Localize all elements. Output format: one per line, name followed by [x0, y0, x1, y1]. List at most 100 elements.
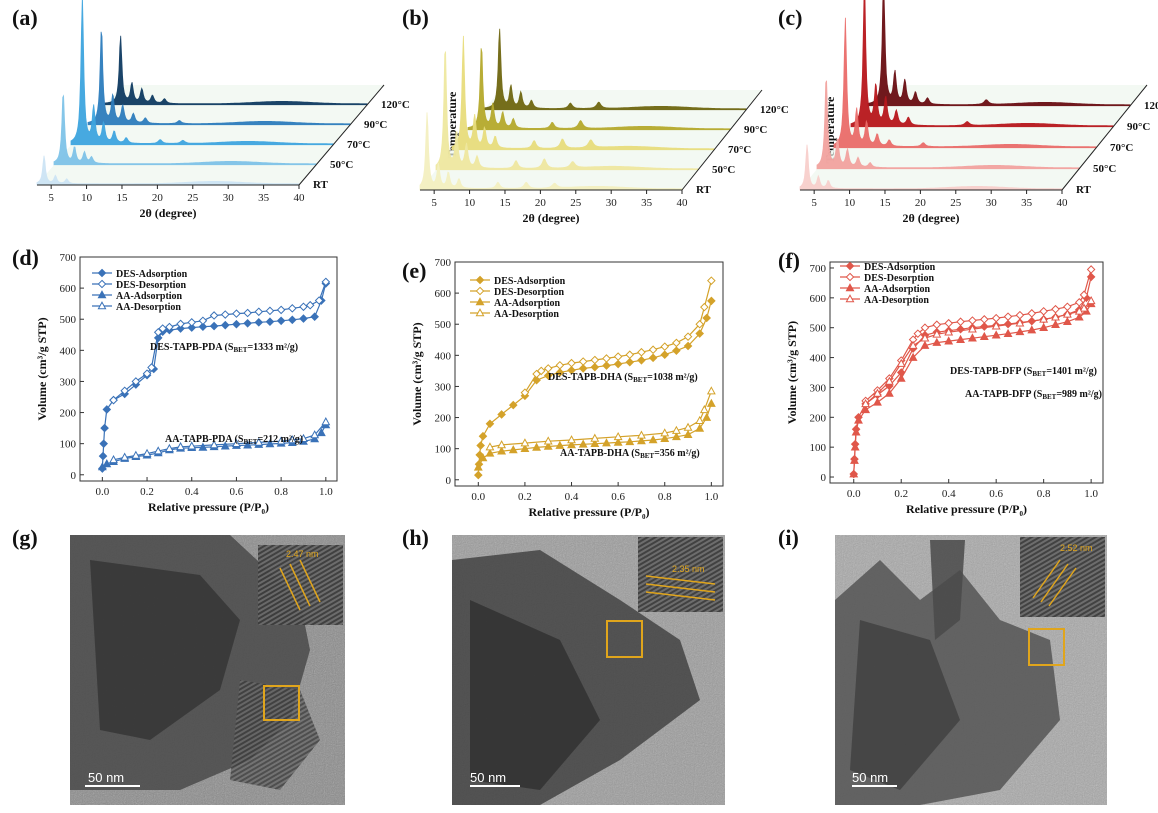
xrd-tick-label: 30: [606, 197, 618, 209]
tem-image-h: 2.35 nm 50 nm: [452, 535, 725, 805]
isotherm-y-label: Volume (cm³/g STP): [410, 322, 424, 425]
xrd-plane: [436, 150, 714, 170]
isotherm-x-tick-label: 0.2: [140, 486, 154, 498]
tem-image-g: 2.47 nm 50 nm: [70, 535, 345, 805]
bet-annotation: DES-TAPB-DFP (SBET=1401 m²/g): [950, 366, 1097, 378]
isotherm-point: [232, 309, 241, 318]
panel-label-h: (h): [402, 525, 429, 550]
xrd-temp-label: 90°C: [1127, 121, 1150, 133]
isotherm-point: [913, 329, 923, 338]
isotherm-point: [475, 297, 485, 306]
isotherm-point: [873, 388, 882, 397]
isotherm-x-label: Relative pressure (P/P0): [906, 502, 1027, 518]
xrd-trace-RT: [419, 112, 683, 191]
xrd-tick-label: 15: [116, 192, 128, 204]
panel-label-g: (g): [12, 525, 38, 550]
isotherm-x-tick-label: 0.8: [658, 491, 672, 503]
isotherm-point: [672, 338, 681, 348]
isotherm-y-tick-label: 500: [60, 314, 77, 326]
isotherm-point: [243, 440, 253, 449]
xrd-tick-label: 30: [986, 197, 998, 209]
isotherm-line-DES-Adsorption: [101, 283, 327, 469]
isotherm-point: [567, 358, 576, 368]
isotherm-point: [707, 296, 716, 306]
isotherm-y-label: Volume (cm³/g STP): [785, 321, 799, 424]
tem-scalebar-h: 50 nm: [470, 770, 506, 785]
isotherm-point: [671, 432, 681, 441]
isotherm-point: [475, 275, 485, 285]
xrd-depth-axis: [298, 84, 385, 186]
bet-annotation: DES-TAPB-DHA (SBET=1038 m²/g): [548, 372, 698, 384]
isotherm-x-tick-label: 1.0: [1084, 488, 1098, 500]
isotherm-x-tick-label: 0.4: [565, 491, 579, 503]
isotherm-point: [567, 440, 576, 449]
bet-annotation: AA-TAPB-PDA (SBET=212 m²/g): [165, 434, 303, 446]
isotherm-point: [209, 440, 219, 449]
xrd-plane: [105, 85, 384, 105]
xrd-tick-label: 35: [641, 197, 653, 209]
isotherm-point: [520, 388, 530, 397]
xrd-trace-120°C: [483, 28, 747, 111]
isotherm-point: [299, 314, 308, 323]
isotherm-x-tick-label: 0.0: [95, 486, 109, 498]
isotherm-point: [979, 331, 989, 340]
xrd-plane: [868, 85, 1147, 106]
legend-label: DES-Adsorption: [864, 262, 936, 273]
xrd-tick-label: 10: [464, 197, 476, 209]
isotherm-point: [232, 319, 241, 329]
panel-label-a: (a): [12, 5, 38, 30]
isotherm-point: [310, 312, 319, 322]
isotherm-point: [164, 443, 174, 452]
legend-label: AA-Desorption: [116, 302, 181, 313]
tem-lattice-label-i: 2.52 nm: [1060, 543, 1093, 553]
isotherm-point: [908, 340, 918, 349]
panel-label-c: (c): [778, 5, 802, 30]
isotherm-point: [131, 450, 141, 459]
isotherm-point: [176, 324, 185, 333]
isotherm-y-tick-label: 500: [435, 319, 452, 331]
isotherm-point: [120, 452, 130, 461]
isotherm-point: [845, 261, 855, 271]
xrd-trace-50°C: [435, 51, 699, 171]
isotherm-point: [845, 283, 855, 292]
isotherm-point: [672, 346, 681, 355]
isotherm-point: [671, 425, 681, 434]
isotherm-x-tick-label: 0.0: [847, 488, 861, 500]
isotherm-y-tick-label: 0: [71, 470, 77, 482]
isotherm-point: [98, 451, 108, 461]
isotherm-y-tick-label: 100: [435, 444, 452, 456]
isotherm-point: [1074, 298, 1084, 307]
isotherm-point: [1086, 295, 1096, 305]
legend-label: DES-Desorption: [864, 273, 934, 284]
isotherm-point: [321, 277, 331, 287]
isotherm-point: [932, 337, 942, 346]
isotherm-point: [555, 360, 565, 370]
isotherm-point: [567, 435, 576, 444]
isotherm-point: [555, 368, 565, 377]
isotherm-point: [254, 307, 264, 317]
bet-annotation: DES-TAPB-PDA (SBET=1333 m²/g): [150, 342, 298, 354]
legend-label: AA-Adsorption: [494, 298, 561, 309]
isotherm-point: [508, 400, 518, 410]
xrd-trace-120°C: [104, 35, 368, 106]
isotherm-point: [861, 404, 871, 414]
isotherm-point: [314, 296, 324, 305]
isotherm-point: [896, 358, 906, 367]
isotherm-point: [695, 415, 705, 424]
isotherm-point: [475, 308, 485, 317]
isotherm-point: [473, 470, 483, 480]
isotherm-point: [536, 366, 546, 376]
xrd-tick-label: 20: [915, 197, 927, 209]
xrd-trace-50°C: [816, 80, 1080, 170]
isotherm-point: [578, 364, 588, 373]
xrd-trace-90°C: [467, 48, 731, 131]
xrd-temp-label: 50°C: [712, 164, 735, 176]
isotherm-y-tick-label: 400: [60, 345, 77, 357]
isotherm-point: [1079, 303, 1089, 312]
isotherm-point: [265, 439, 275, 448]
xrd-trace-50°C: [53, 94, 317, 166]
xrd-temp-label: RT: [313, 179, 329, 191]
isotherm-point: [613, 352, 623, 361]
legend-label: AA-Desorption: [864, 295, 929, 306]
isotherm-point: [702, 412, 712, 421]
